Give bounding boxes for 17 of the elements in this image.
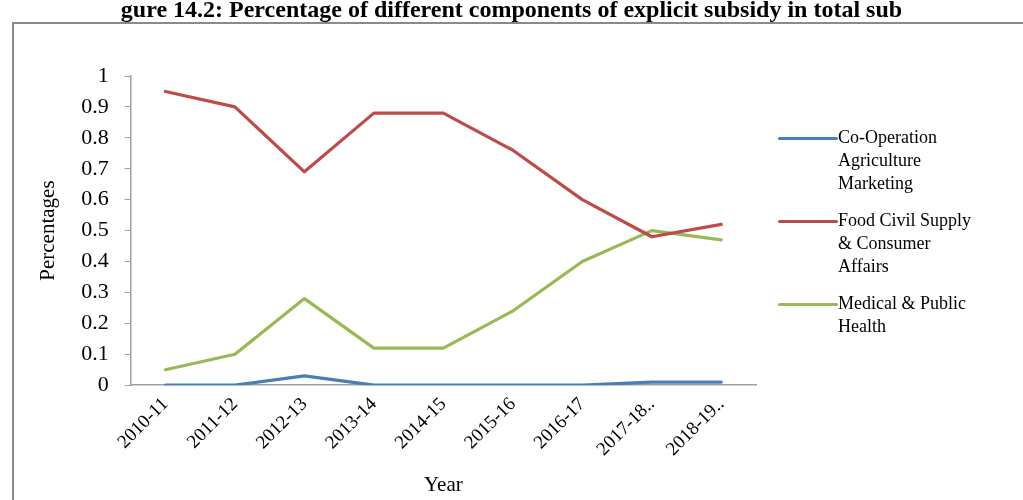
y-tick-label: 0.1 xyxy=(81,340,109,366)
y-axis-title: Percentages xyxy=(35,180,60,281)
y-tick-label: 0.7 xyxy=(81,154,109,180)
x-axis-title: Year xyxy=(424,471,463,496)
chart-title: gure 14.2: Percentage of different components of explicit subsidy in total sub xyxy=(119,0,904,23)
y-tick-label: 0.3 xyxy=(81,278,109,304)
y-tick-label: 0.6 xyxy=(81,185,109,211)
y-tick-label: 1 xyxy=(97,61,109,87)
y-tick-label: 0.8 xyxy=(81,123,109,149)
legend-label: Food Civil Supply & Consumer Affairs xyxy=(838,209,973,278)
y-tick-label: 0.4 xyxy=(81,247,109,273)
legend-label: Co-Operation Agriculture Marketing xyxy=(838,126,938,195)
y-tick-label: 0 xyxy=(97,370,109,396)
y-tick-label: 0.9 xyxy=(81,92,109,118)
y-tick-label: 0.5 xyxy=(81,216,109,242)
legend-label: Medical & Public Health xyxy=(838,292,967,338)
y-tick-label: 0.2 xyxy=(81,309,109,335)
